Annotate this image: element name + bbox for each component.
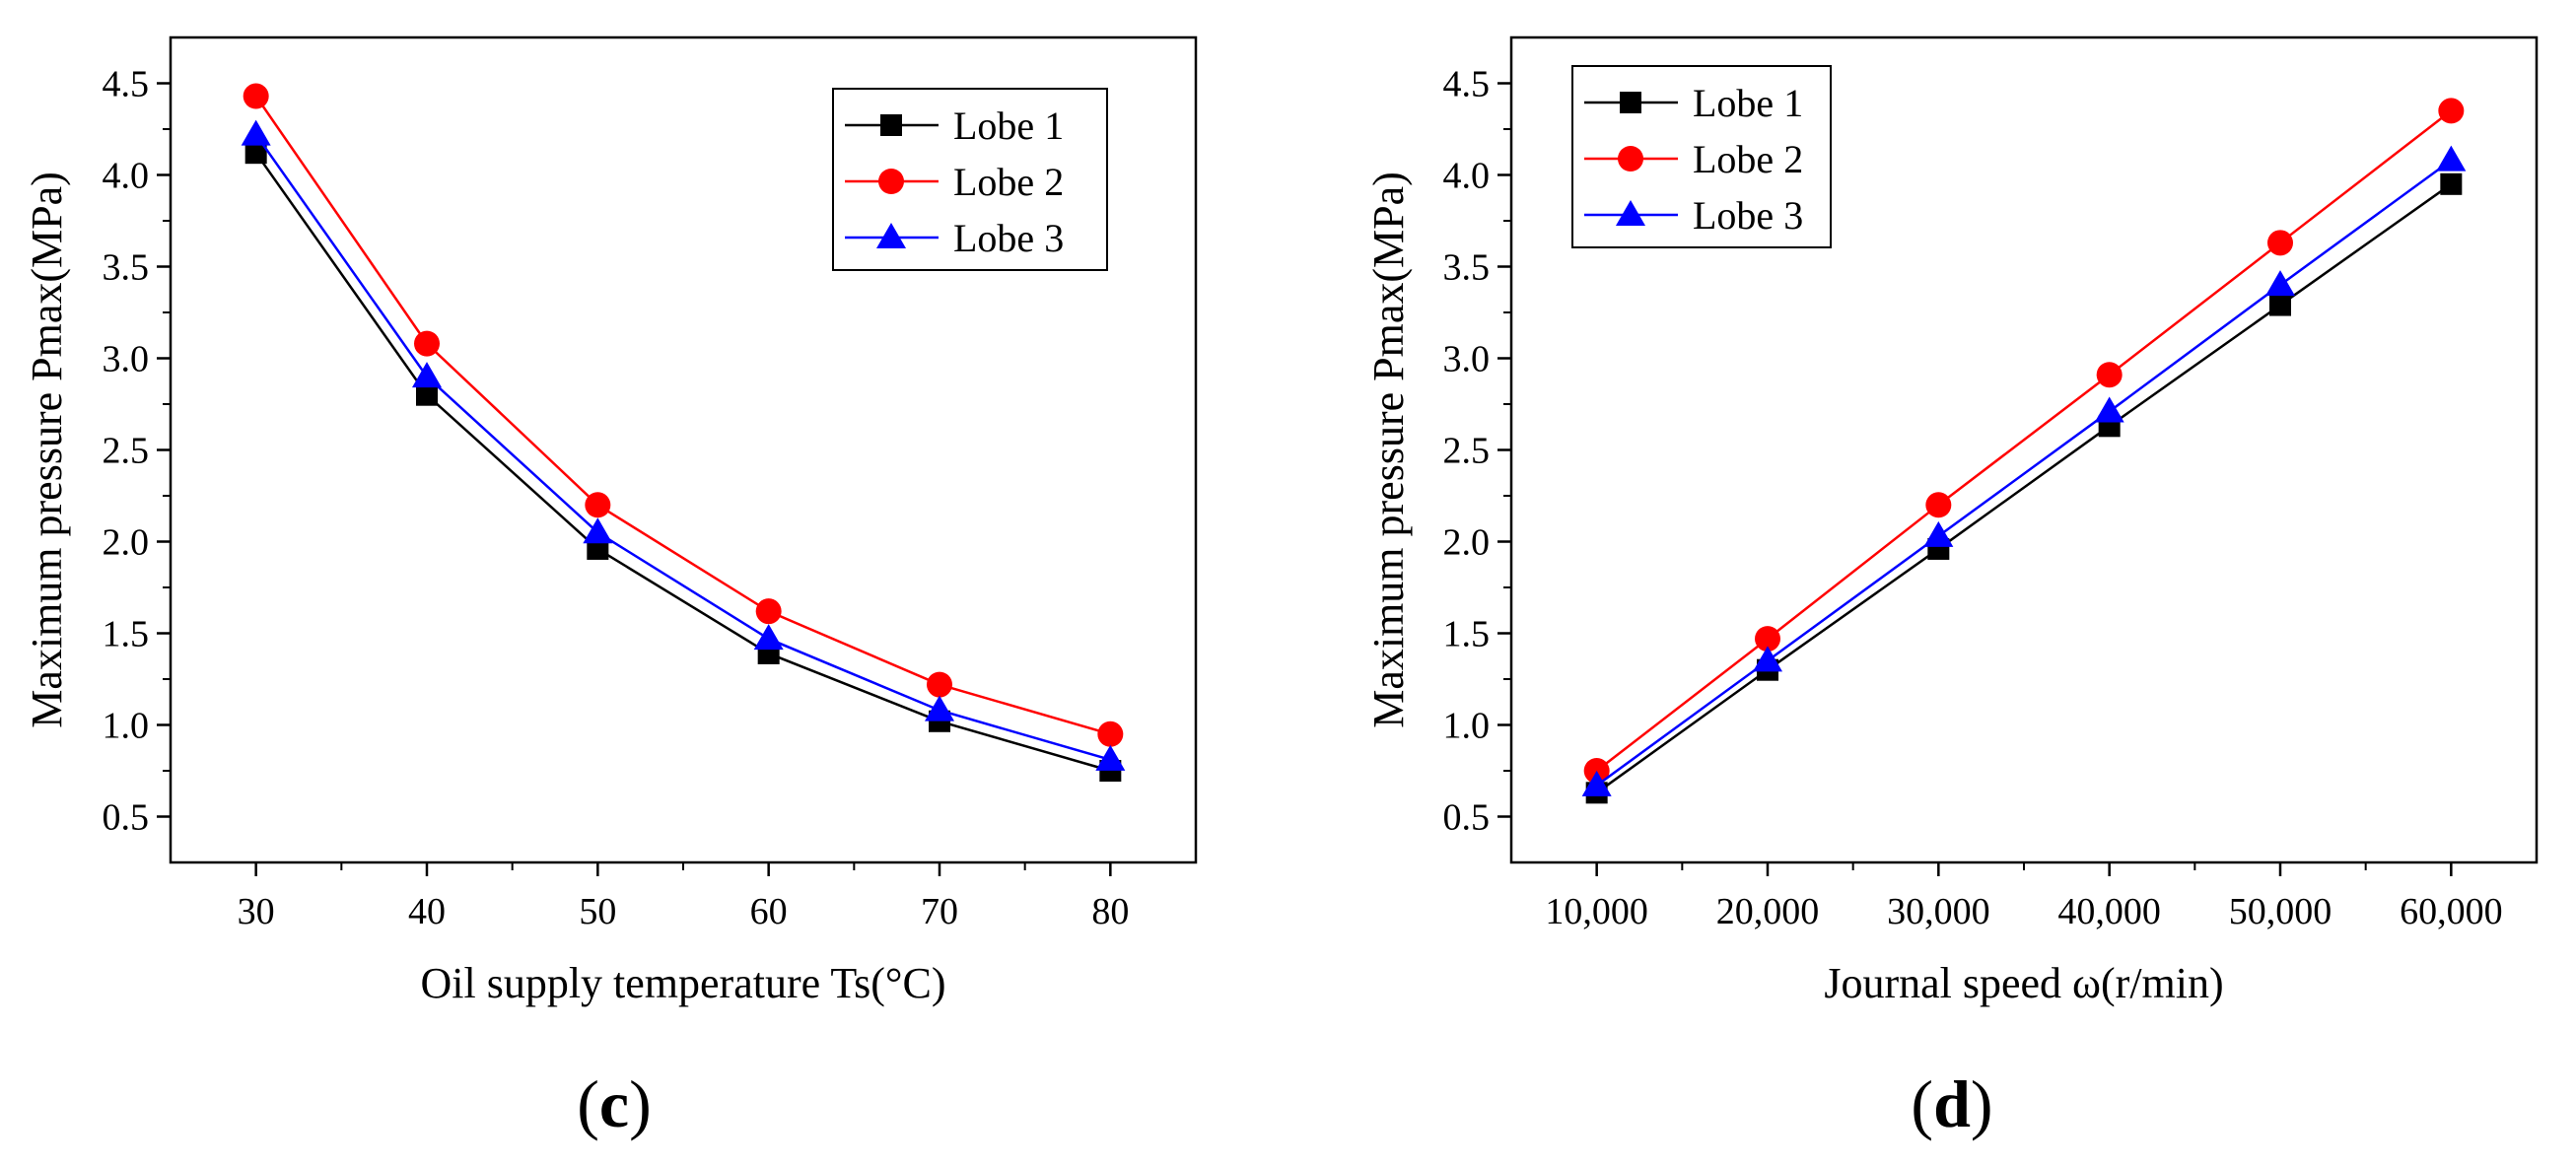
legend-label: Lobe 2 <box>1693 137 1803 181</box>
x-tick-label: 60,000 <box>2400 891 2503 932</box>
data-point <box>416 383 438 406</box>
chart-d: 0.5 1.0 1.5 2.0 2.5 3.0 3.5 4.0 4.5 10,000 20,000 3… <box>1364 35 2539 1141</box>
y-tick-label: 4.0 <box>1443 156 1491 197</box>
x-tick-label: 50 <box>579 891 616 932</box>
x-tick-label: 80 <box>1091 891 1129 932</box>
data-point <box>753 624 784 651</box>
x-axis-title: Journal speed ω(r/min) <box>1824 959 2223 1007</box>
legend-label: Lobe 1 <box>953 103 1064 148</box>
data-point <box>1925 492 1952 518</box>
y-tick-label: 4.5 <box>103 64 150 105</box>
data-point <box>1753 646 1782 672</box>
legend-marker <box>876 223 906 248</box>
data-point <box>1755 626 1780 652</box>
x-tick-label: 70 <box>921 891 958 932</box>
legend-marker <box>1620 92 1641 113</box>
y-tick-label: 0.5 <box>1443 797 1491 839</box>
y-tick-label: 4.5 <box>1443 64 1491 105</box>
legend-marker <box>1618 146 1643 172</box>
data-point <box>241 119 271 146</box>
y-tick-label: 3.5 <box>103 247 150 289</box>
x-tick-label: 40,000 <box>2057 891 2161 932</box>
y-tick-label: 1.0 <box>103 706 150 747</box>
legend-marker <box>878 169 904 194</box>
data-point <box>587 537 609 560</box>
chart-c: 0.5 1.0 1.5 2.0 2.5 3.0 3.5 4.0 4.5 30 40 50 60 70 80 O… <box>23 35 1198 1141</box>
legend-marker <box>1616 200 1645 226</box>
y-tick-label: 1.0 <box>1443 706 1491 747</box>
y-axis-title: Maximum pressure Pmax(MPa) <box>23 172 71 728</box>
data-point <box>244 142 267 165</box>
x-tick-label: 10,000 <box>1545 891 1648 932</box>
series-line-2 <box>1595 109 2453 772</box>
y-tick-label: 1.5 <box>1443 614 1491 655</box>
y-tick-label: 0.5 <box>103 797 150 839</box>
data-point <box>925 695 954 721</box>
data-point <box>927 671 952 698</box>
series-line-3 <box>254 133 1111 762</box>
y-tick-label: 1.5 <box>103 614 150 655</box>
data-point <box>1095 744 1126 771</box>
legend-label: Lobe 3 <box>953 216 1064 260</box>
legend-box <box>1571 65 1832 248</box>
x-tick-label: 20,000 <box>1716 891 1820 932</box>
x-tick-label: 30 <box>238 891 275 932</box>
series-line-1 <box>1595 182 2453 794</box>
series-line-3 <box>1595 159 2453 787</box>
data-point <box>1923 520 1954 547</box>
data-point <box>2269 294 2291 316</box>
y-tick-label: 3.0 <box>103 339 150 380</box>
panel-label: (c) <box>577 1066 652 1141</box>
data-point <box>2267 230 2293 256</box>
y-tick-label: 2.5 <box>1443 431 1491 472</box>
y-tick-label: 4.0 <box>103 156 150 197</box>
legend-label: Lobe 1 <box>1693 81 1803 125</box>
data-point <box>583 517 613 544</box>
panel-label: (d) <box>1911 1066 1992 1141</box>
legend-marker <box>880 114 902 136</box>
legend-label: Lobe 2 <box>953 160 1064 204</box>
series-line-2 <box>254 95 1111 736</box>
data-point <box>2440 172 2463 195</box>
y-tick-label: 2.0 <box>103 522 150 564</box>
y-tick-label: 2.0 <box>1443 522 1491 564</box>
x-tick-label: 50,000 <box>2229 891 2332 932</box>
data-point <box>414 330 440 357</box>
series-line-1 <box>254 152 1111 773</box>
y-tick-label: 2.5 <box>103 431 150 472</box>
x-axis-title: Oil supply temperature Ts(°C) <box>420 959 945 1007</box>
x-tick-label: 60 <box>750 891 788 932</box>
x-tick-label: 30,000 <box>1887 891 1990 932</box>
data-point <box>585 492 611 518</box>
data-point <box>2096 362 2123 388</box>
data-point <box>2438 98 2465 124</box>
data-point <box>412 362 442 388</box>
x-tick-label: 40 <box>408 891 446 932</box>
y-tick-label: 3.0 <box>1443 339 1491 380</box>
y-tick-label: 3.5 <box>1443 247 1491 289</box>
data-point <box>755 598 782 625</box>
data-point <box>2094 396 2124 423</box>
data-point <box>1581 770 1612 796</box>
data-point <box>243 83 269 109</box>
y-axis-title: Maximum pressure Pmax(MPa) <box>1364 172 1413 728</box>
data-point <box>2436 145 2467 172</box>
data-point <box>2265 270 2295 297</box>
data-point <box>1097 721 1124 747</box>
legend-label: Lobe 3 <box>1693 193 1803 238</box>
